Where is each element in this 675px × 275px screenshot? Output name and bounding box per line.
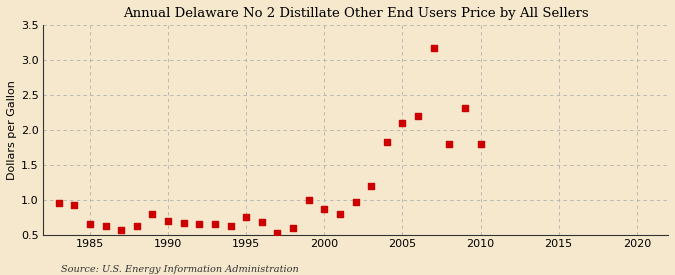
Point bbox=[272, 231, 283, 235]
Point bbox=[319, 207, 329, 211]
Point bbox=[335, 211, 346, 216]
Point bbox=[53, 201, 64, 205]
Point bbox=[381, 140, 392, 144]
Point bbox=[132, 223, 142, 228]
Point bbox=[115, 227, 126, 232]
Point bbox=[460, 105, 470, 110]
Point bbox=[366, 184, 377, 188]
Point bbox=[241, 215, 252, 219]
Point bbox=[412, 114, 423, 118]
Point bbox=[444, 142, 455, 146]
Point bbox=[475, 142, 486, 146]
Point bbox=[69, 202, 80, 207]
Point bbox=[350, 200, 361, 204]
Point bbox=[163, 218, 173, 223]
Point bbox=[209, 222, 220, 226]
Point bbox=[178, 221, 189, 225]
Point bbox=[397, 121, 408, 125]
Point bbox=[84, 222, 95, 226]
Y-axis label: Dollars per Gallon: Dollars per Gallon bbox=[7, 80, 17, 180]
Text: Source: U.S. Energy Information Administration: Source: U.S. Energy Information Administ… bbox=[61, 265, 298, 274]
Point bbox=[225, 223, 236, 228]
Point bbox=[147, 211, 158, 216]
Point bbox=[100, 224, 111, 229]
Point bbox=[256, 220, 267, 224]
Title: Annual Delaware No 2 Distillate Other End Users Price by All Sellers: Annual Delaware No 2 Distillate Other En… bbox=[123, 7, 589, 20]
Point bbox=[428, 46, 439, 51]
Point bbox=[288, 226, 298, 230]
Point bbox=[303, 197, 314, 202]
Point bbox=[194, 222, 205, 226]
